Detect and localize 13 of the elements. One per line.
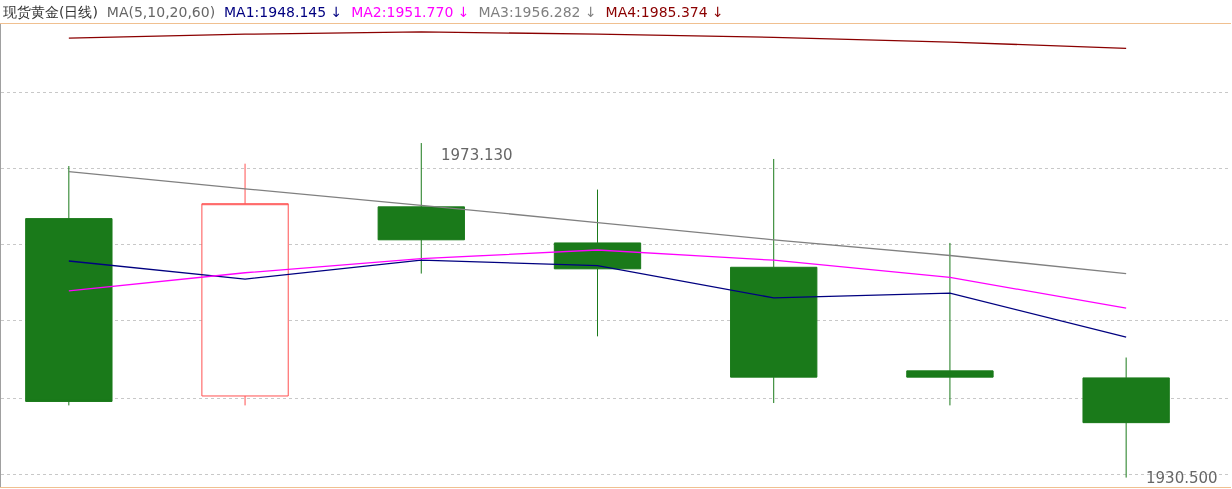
series-label: MA4:1985.374 ↓ (605, 4, 724, 20)
candlestick (906, 242, 994, 406)
text: MA1:1948.145 ↓ (224, 4, 343, 20)
annotation: 1973.130 (441, 146, 513, 164)
candlestick (553, 189, 642, 337)
annotation: 1930.500 (1146, 469, 1218, 487)
text: MA2:1951.770 ↓ (351, 4, 470, 20)
text: MA3:1956.282 ↓ (478, 4, 597, 20)
candlestick (25, 165, 113, 406)
candlestick (730, 158, 818, 404)
chart-subtitle: MA(5,10,20,60) (106, 4, 216, 20)
chart-title: 现货黄金(日线) (3, 4, 98, 20)
candlestick (201, 163, 289, 406)
